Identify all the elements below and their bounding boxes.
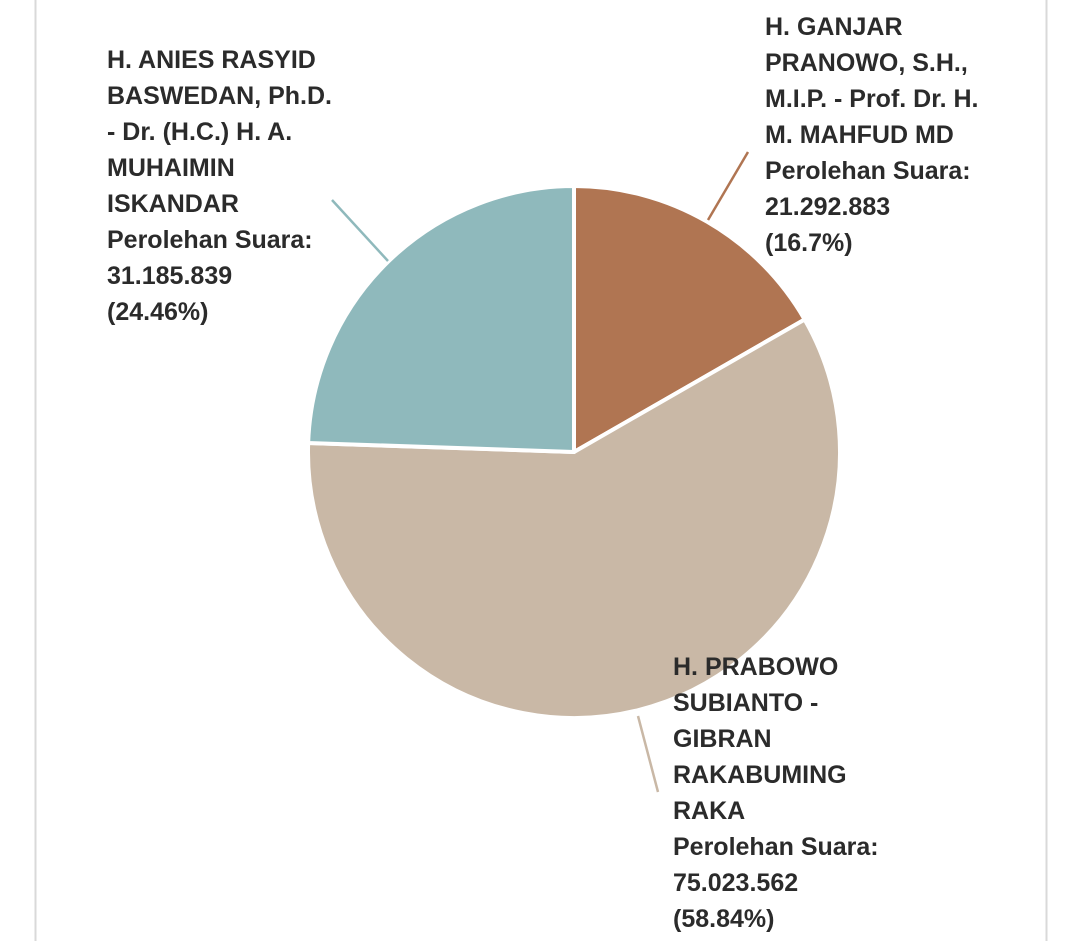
category-name: H. ANIES RASYID BASWEDAN, Ph.D. - Dr. (H… bbox=[107, 46, 332, 218]
value-label: 21.292.883 bbox=[765, 193, 891, 221]
category-name: H. GANJAR PRANOWO, S.H., M.I.P. - Prof. … bbox=[765, 13, 979, 149]
value-label: 75.023.562 bbox=[673, 869, 799, 897]
value-prefix: Perolehan Suara: bbox=[673, 833, 879, 861]
percent-label: (24.46%) bbox=[107, 298, 209, 326]
percent-label: (16.7%) bbox=[765, 229, 853, 257]
pie-slice bbox=[572, 184, 807, 454]
value-prefix: Perolehan Suara: bbox=[107, 226, 313, 254]
slice-label: H. ANIES RASYID BASWEDAN, Ph.D. - Dr. (H… bbox=[107, 42, 335, 330]
pie-slice bbox=[306, 184, 576, 454]
leader-line bbox=[636, 715, 660, 793]
pie-slice bbox=[306, 317, 842, 720]
percent-label: (58.84%) bbox=[673, 905, 775, 933]
slice-label: H. GANJAR PRANOWO, S.H., M.I.P. - Prof. … bbox=[765, 9, 980, 261]
slice-label: H. PRABOWO SUBIANTO - GIBRAN RAKABUMING … bbox=[673, 649, 888, 937]
leader-line bbox=[331, 199, 389, 262]
value-label: 31.185.839 bbox=[107, 262, 233, 290]
value-prefix: Perolehan Suara: bbox=[765, 157, 971, 185]
leader-line bbox=[706, 151, 750, 221]
category-name: H. PRABOWO SUBIANTO - GIBRAN RAKABUMING … bbox=[673, 653, 847, 825]
